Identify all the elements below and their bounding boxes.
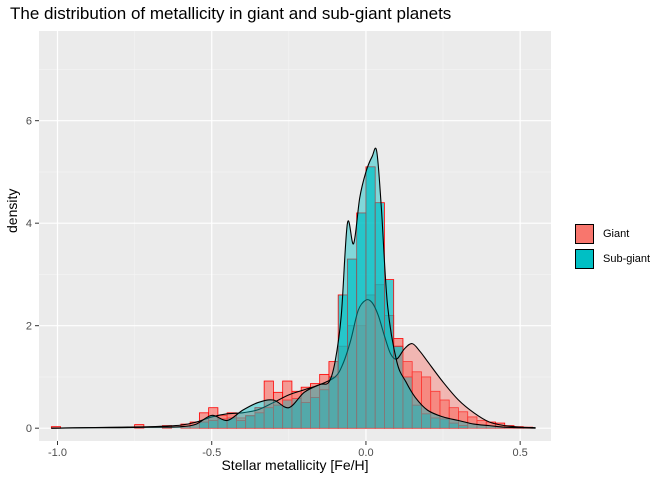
x-tick-label: 0.5 <box>513 447 528 459</box>
legend-swatch-sub-giant <box>575 248 594 269</box>
legend-item-giant: Giant <box>575 221 650 246</box>
y-tick-label: 2 <box>26 321 32 333</box>
legend-label-giant: Giant <box>603 227 630 240</box>
legend: Giant Sub-giant <box>575 221 650 271</box>
y-tick-label: 4 <box>26 218 32 230</box>
x-tick-label: 0.0 <box>358 447 373 459</box>
legend-swatch-giant <box>575 223 594 244</box>
y-axis-label: density <box>4 188 20 233</box>
chart-title: The distribution of metallicity in giant… <box>10 4 452 23</box>
bar-sub-giant <box>458 425 469 429</box>
axes: -1.0 -0.5 0.0 0.5 0 2 4 6 <box>26 116 528 459</box>
y-tick-label: 0 <box>26 423 32 435</box>
legend-label-sub-giant: Sub-giant <box>603 252 651 265</box>
legend-item-sub-giant: Sub-giant <box>575 246 650 271</box>
x-axis-label: Stellar metallicity [Fe/H] <box>221 457 369 473</box>
density-line-giant <box>51 299 536 429</box>
density-curves <box>51 147 536 429</box>
histogram-bars <box>50 166 533 429</box>
x-tick-label: -1.0 <box>48 447 67 459</box>
x-tick-label: -0.5 <box>202 447 221 459</box>
density-line-sub-giant <box>51 147 536 429</box>
bar-sub-giant <box>402 376 413 429</box>
y-tick-label: 6 <box>26 116 32 128</box>
plot-panel <box>39 31 551 441</box>
